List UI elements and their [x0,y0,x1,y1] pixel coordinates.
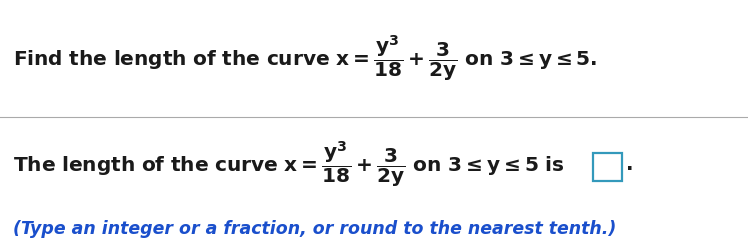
Text: $\mathbf{.}$: $\mathbf{.}$ [625,155,632,174]
FancyBboxPatch shape [593,153,622,181]
Text: $\mathbf{Find\ the\ length\ of\ the\ curve\ x = \dfrac{y^3}{18} + \dfrac{3}{2y}\: $\mathbf{Find\ the\ length\ of\ the\ cur… [13,34,598,84]
Text: (Type an integer or a fraction, or round to the nearest tenth.): (Type an integer or a fraction, or round… [13,220,617,238]
Text: $\mathbf{The\ length\ of\ the\ curve\ x = \dfrac{y^3}{18} + \dfrac{3}{2y}\ on\ 3: $\mathbf{The\ length\ of\ the\ curve\ x … [13,140,565,190]
